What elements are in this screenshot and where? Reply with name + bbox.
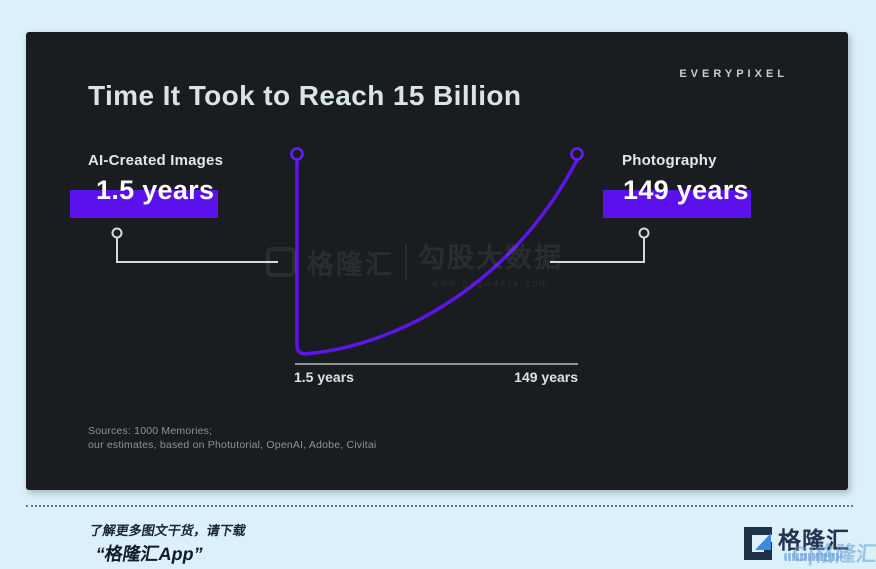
left-value-highlight: [70, 190, 218, 218]
gelonghui-g-icon: [744, 527, 772, 560]
app-name-text: “格隆汇App”: [94, 544, 205, 564]
curve-end-point: [570, 147, 584, 161]
sources-line-1: Sources: 1000 Memories;: [88, 425, 213, 437]
x-axis-label-right: 149 years: [514, 369, 578, 385]
sources-note: Sources: 1000 Memories; our estimates, b…: [88, 424, 376, 452]
dotted-divider: [26, 505, 853, 507]
right-value-text: 149 years: [623, 175, 749, 205]
left-callout-connector-line: [116, 238, 278, 263]
time-curve-chart: [111, 147, 650, 365]
gelonghui-tagline-chip: [784, 553, 842, 561]
right-callout-connector-line: [550, 238, 645, 263]
left-callout-connector-dot: [111, 227, 123, 239]
promo-text: 了解更多图文干货，请下载: [88, 523, 248, 538]
exponential-curve: [295, 158, 579, 356]
right-value-highlight: [603, 190, 751, 218]
gelonghui-logo-text: 格隆汇: [778, 527, 850, 553]
x-axis-label-left: 1.5 years: [294, 369, 354, 385]
infographic-card: Time It Took to Reach 15 Billion EVERYPI…: [26, 32, 848, 490]
left-value-callout: 1.5 years: [70, 175, 218, 220]
right-value-callout: 149 years: [603, 175, 751, 220]
left-series-label: AI-Created Images: [88, 152, 224, 169]
chart-title: Time It Took to Reach 15 Billion: [88, 80, 522, 111]
right-series-label: Photography: [622, 152, 717, 169]
gelonghui-logo: 格隆汇: [744, 527, 850, 561]
curve-start-point: [290, 147, 304, 161]
left-value-text: 1.5 years: [96, 175, 215, 205]
everypixel-logo: EVERYPIXEL: [679, 68, 788, 80]
right-callout-connector-dot: [638, 227, 650, 239]
sources-line-2: our estimates, based on Photutorial, Ope…: [88, 439, 377, 451]
